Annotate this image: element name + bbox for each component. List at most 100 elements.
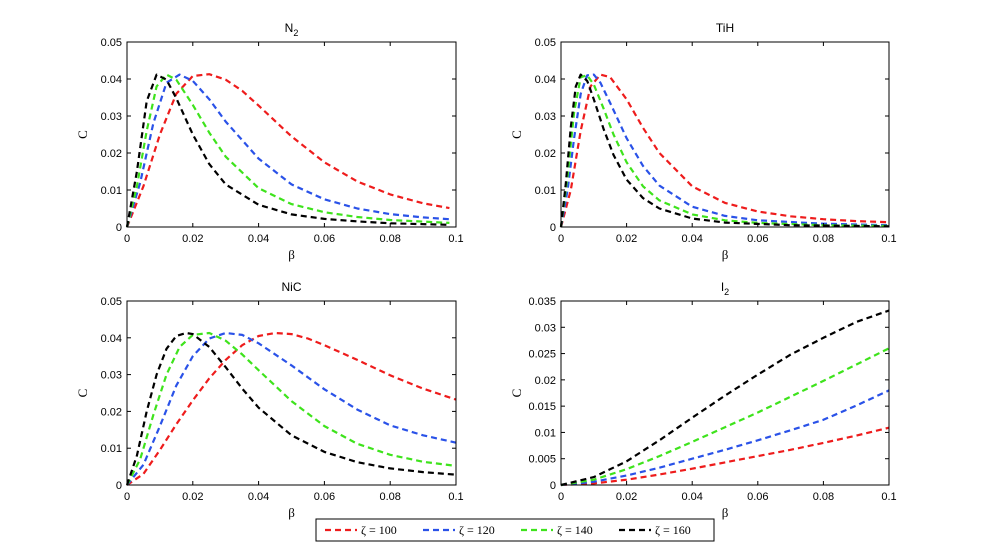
plot-area [127,42,456,227]
legend-box [315,518,715,542]
series-line-4 [559,73,890,228]
y-tick-label: 0.04 [101,74,122,86]
x-tick-label: 0 [124,491,130,503]
legend-item: ζ = 120 [423,523,495,537]
x-tick-label: 0.08 [379,233,400,245]
series-line-1 [126,331,457,486]
legend-item: ζ = 160 [619,523,691,537]
y-tick-label: 0 [550,222,556,234]
y-tick-label: 0.01 [101,443,122,455]
panel-title-subscript: 2 [724,287,729,297]
plot-area [561,42,889,227]
series-line-1 [560,426,890,487]
x-axis-label: β [722,247,729,262]
x-tick-label: 0.06 [314,491,335,503]
series-line-2 [125,73,450,228]
x-tick-label: 0.1 [448,491,463,503]
panel-title-main: TiH [716,21,734,35]
y-tick-label: 0.02 [101,148,122,160]
x-tick-label: 0.04 [681,233,702,245]
x-tick-label: 0.1 [881,233,896,245]
x-tick-label: 0 [124,233,130,245]
legend-label: ζ = 140 [557,523,593,537]
panel-title: NiC [282,280,302,294]
y-tick-label: 0.015 [528,401,556,413]
series-line-2 [126,331,457,486]
y-axis-label: C [75,389,90,398]
panel-title-main: N [285,21,294,35]
x-tick-label: 0.06 [747,491,768,503]
legend-label: ζ = 120 [459,523,495,537]
panel-title: TiH [716,21,734,35]
y-tick-label: 0 [550,480,556,492]
x-tick-label: 0.06 [747,233,768,245]
x-tick-label: 0.08 [813,491,834,503]
series-line-2 [560,389,890,487]
panel-2: 0 0.02 0.04 0.06 0.08 0.1 0 0.01 0.02 0.03 0.04 0.0… [509,21,897,262]
y-tick-label: 0.05 [535,37,556,49]
y-tick-label: 0.05 [101,37,122,49]
axes-box [126,300,457,486]
axes-box [560,41,890,228]
series-line-3 [559,74,890,228]
panel-title: N2 [285,21,299,38]
panel-4: 0 0.02 0.04 0.06 0.08 0.1 0 0.005 0.01 0.015 0.02 0… [509,280,897,520]
panel-1: 0 0.02 0.04 0.06 0.08 0.1 0 0.01 0.02 0.03 0.04 0.0… [75,21,464,262]
x-tick-label: 0.02 [182,233,203,245]
panel-title-subscript: 2 [293,28,298,38]
x-tick-label: 0.08 [379,491,400,503]
y-tick-label: 0.025 [528,349,556,361]
y-tick-label: 0.005 [528,454,556,466]
y-tick-label: 0.05 [101,296,122,308]
y-tick-label: 0.02 [535,148,556,160]
y-tick-label: 0.03 [101,111,122,123]
x-tick-label: 0.1 [881,491,896,503]
series-line-3 [560,347,890,487]
y-tick-label: 0.02 [535,375,556,387]
x-tick-label: 0.02 [182,491,203,503]
legend-item: ζ = 140 [521,523,593,537]
x-tick-label: 0 [558,491,564,503]
x-axis-label: β [288,247,295,262]
x-axis-label: β [288,505,295,520]
panel-title-main: I [721,280,724,294]
panel-3: 0 0.02 0.04 0.06 0.08 0.1 0 0.01 0.02 0.03 0.04 0.0… [75,280,464,520]
y-tick-label: 0.03 [535,322,556,334]
y-tick-label: 0 [116,222,122,234]
legend-label: ζ = 100 [361,523,397,537]
axes-box [560,300,890,486]
y-tick-label: 0 [116,480,122,492]
series-line-1 [125,73,450,228]
x-tick-label: 0.04 [248,491,269,503]
y-tick-label: 0.035 [528,296,556,308]
y-tick-label: 0.03 [535,111,556,123]
legend: ζ = 100 ζ = 120 ζ = 140 ζ = 160 [315,518,715,542]
y-tick-label: 0.02 [101,406,122,418]
panel-title: I2 [721,280,729,297]
series-line-3 [125,73,450,228]
y-tick-label: 0.01 [535,427,556,439]
legend-item: ζ = 100 [325,523,397,537]
x-axis-label: β [722,505,729,520]
x-tick-label: 0.04 [248,233,269,245]
x-tick-label: 0.1 [448,233,463,245]
x-tick-label: 0 [558,233,564,245]
y-axis-label: C [75,130,90,139]
series-line-1 [559,73,890,228]
series-line-3 [126,331,457,486]
y-tick-label: 0.04 [535,74,556,86]
y-axis-label: C [509,389,524,398]
legend-items: ζ = 100 ζ = 120 ζ = 140 ζ = 160 [325,523,691,537]
series-line-4 [560,309,890,487]
y-tick-label: 0.01 [101,185,122,197]
x-tick-label: 0.08 [813,233,834,245]
plot-area [127,301,456,485]
legend-label: ζ = 160 [655,523,691,537]
x-tick-label: 0.02 [616,491,637,503]
panel-title-main: NiC [282,280,302,294]
y-axis-label: C [509,130,524,139]
series-line-4 [125,331,457,486]
x-tick-label: 0.06 [314,233,335,245]
axes-box [126,41,457,228]
